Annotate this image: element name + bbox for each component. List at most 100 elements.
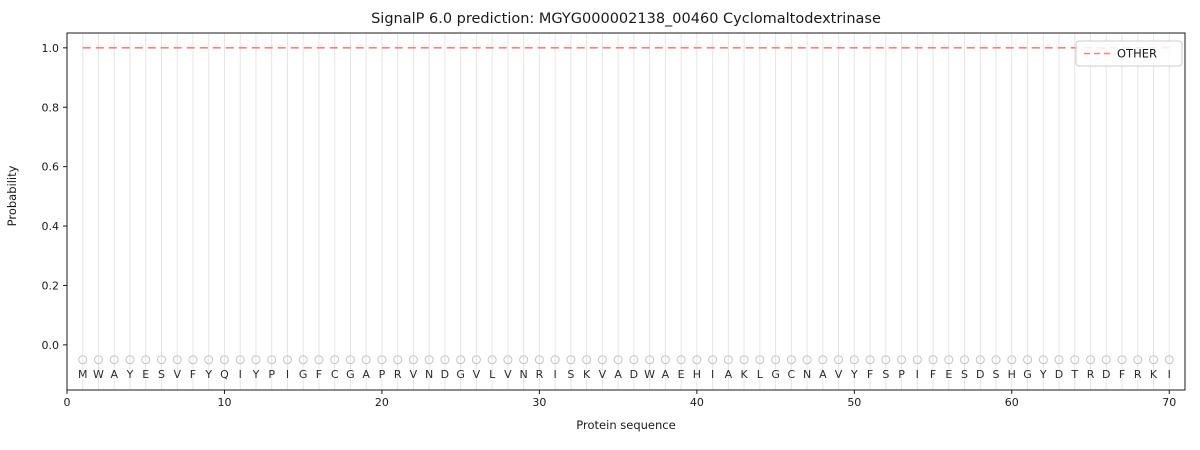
residue-letter: K [740, 368, 748, 381]
residue-marker [613, 355, 623, 365]
residue-marker [141, 355, 151, 365]
residue-letter: R [394, 368, 402, 381]
residue-letter: A [662, 368, 670, 381]
residue-marker [1054, 355, 1064, 365]
residue-marker [597, 355, 607, 365]
residue-marker [172, 355, 182, 365]
residue-letter: I [554, 368, 557, 381]
residue-marker [881, 355, 891, 365]
plot-border [66, 32, 1186, 391]
residue-letter: W [93, 368, 104, 381]
residue-letter: A [725, 368, 733, 381]
residue-letter: R [1134, 368, 1142, 381]
residue-marker [219, 355, 229, 365]
residue-marker [676, 355, 686, 365]
residue-letter: Y [252, 368, 260, 381]
residue-letter: H [693, 368, 701, 381]
residue-letter: V [835, 368, 843, 381]
residue-marker [566, 355, 576, 365]
residue-letter: N [520, 368, 528, 381]
residue-letter: C [331, 368, 339, 381]
y-tick-label: 1.0 [42, 42, 60, 55]
residue-letter: A [362, 368, 370, 381]
residue-letter: V [173, 368, 181, 381]
residue-letter: N [425, 368, 433, 381]
residue-marker [550, 355, 560, 365]
residue-letter: S [158, 368, 165, 381]
residue-marker [93, 355, 103, 365]
residue-letter: D [630, 368, 638, 381]
residue-marker [802, 355, 812, 365]
residue-letter: S [882, 368, 889, 381]
residue-letter: E [678, 368, 685, 381]
residue-letter: S [961, 368, 968, 381]
residue-letter: R [1087, 368, 1095, 381]
residue-marker [267, 355, 277, 365]
residue-marker [818, 355, 828, 365]
residue-marker [204, 355, 214, 365]
residue-marker [1133, 355, 1143, 365]
residue-letter: S [567, 368, 574, 381]
residue-marker [487, 355, 497, 365]
residue-marker [503, 355, 513, 365]
residue-marker [834, 355, 844, 365]
residue-letter: W [644, 368, 655, 381]
residue-marker [1086, 355, 1096, 365]
residue-letter: G [771, 368, 780, 381]
residue-marker [1038, 355, 1048, 365]
residue-marker [345, 355, 355, 365]
residue-marker [991, 355, 1001, 365]
residue-letter: G [299, 368, 308, 381]
residue-letter: P [898, 368, 905, 381]
residue-letter: C [787, 368, 795, 381]
residue-letter: I [916, 368, 919, 381]
residue-marker [1007, 355, 1017, 365]
y-tick-label: 0.8 [42, 101, 60, 114]
residue-letter: E [142, 368, 149, 381]
residue-marker [251, 355, 261, 365]
residue-marker [314, 355, 324, 365]
residue-marker [1101, 355, 1111, 365]
x-tick-label: 30 [532, 396, 546, 409]
residue-marker [424, 355, 434, 365]
residue-letter: Y [850, 368, 858, 381]
residue-marker [471, 355, 481, 365]
residue-letter: G [1023, 368, 1032, 381]
y-axis-label: Probability [5, 165, 19, 226]
x-tick-label: 70 [1162, 396, 1176, 409]
residue-marker [897, 355, 907, 365]
residue-letter: S [993, 368, 1000, 381]
chart-title: SignalP 6.0 prediction: MGYG000002138_00… [371, 11, 881, 27]
residue-letter: K [583, 368, 591, 381]
residue-letter: L [757, 368, 764, 381]
residue-marker [739, 355, 749, 365]
residue-marker [723, 355, 733, 365]
residue-marker [1164, 355, 1174, 365]
residue-marker [582, 355, 592, 365]
residue-marker [912, 355, 922, 365]
residue-marker [361, 355, 371, 365]
residue-marker [928, 355, 938, 365]
residue-marker [1070, 355, 1080, 365]
residue-marker [975, 355, 985, 365]
residue-marker [849, 355, 859, 365]
residue-marker [109, 355, 119, 365]
residue-letter: M [78, 368, 88, 381]
residue-marker [78, 355, 88, 365]
residue-letter: F [867, 368, 873, 381]
residue-letter: Y [204, 368, 212, 381]
residue-letter: Y [1039, 368, 1047, 381]
residue-marker [771, 355, 781, 365]
residue-letter: F [1119, 368, 1125, 381]
residue-marker [645, 355, 655, 365]
residue-letter: I [286, 368, 289, 381]
residue-letter: V [410, 368, 418, 381]
residue-letter: K [1150, 368, 1158, 381]
y-tick-label: 0.2 [42, 279, 60, 292]
residue-letter: P [379, 368, 386, 381]
legend-label: OTHER [1117, 47, 1157, 61]
residue-letter: D [1102, 368, 1110, 381]
